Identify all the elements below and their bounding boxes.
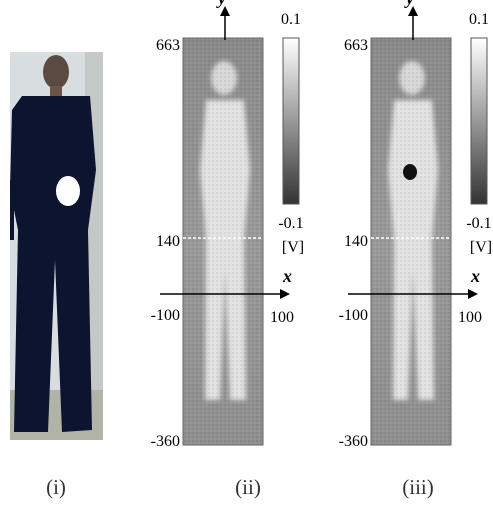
- colorbar-max: 0.1: [469, 11, 489, 28]
- colorbar: [282, 37, 300, 205]
- x-arrow: [468, 289, 478, 299]
- panel-label: (ii): [235, 475, 261, 499]
- y-top: 663: [156, 37, 180, 54]
- colorbar-min: -0.1: [466, 215, 491, 232]
- y-arrow: [408, 6, 418, 16]
- x-left: -100: [151, 307, 180, 324]
- x-right: 100: [270, 309, 294, 326]
- x-axis-label: x: [470, 266, 480, 286]
- y-axis-label: y: [216, 0, 227, 8]
- x-left: -100: [339, 307, 368, 324]
- panel-label: (iii): [402, 475, 434, 499]
- sensor-map: [370, 37, 452, 446]
- y-axis-label: y: [404, 0, 415, 8]
- y-bottom: -360: [339, 433, 368, 450]
- y-top: 663: [344, 37, 368, 54]
- colorbar-min: -0.1: [278, 215, 303, 232]
- unit: [V]: [282, 239, 304, 256]
- y-arrow: [220, 6, 230, 16]
- x-arrow: [280, 289, 290, 299]
- map-border: [370, 37, 452, 446]
- x-right: 100: [458, 309, 482, 326]
- y-mid: 140: [344, 233, 368, 250]
- dark-spot: [403, 164, 417, 180]
- photo: [10, 52, 103, 440]
- grain: [371, 38, 451, 445]
- colorbar-max: 0.1: [281, 11, 301, 28]
- sensor-map: [182, 37, 264, 446]
- map-border: [182, 37, 264, 446]
- unit: [V]: [470, 239, 492, 256]
- x-axis-label: x: [282, 266, 292, 286]
- colorbar: [470, 37, 488, 205]
- panel-label: (i): [46, 475, 66, 499]
- grain: [183, 38, 263, 445]
- y-mid: 140: [156, 233, 180, 250]
- y-bottom: -360: [151, 433, 180, 450]
